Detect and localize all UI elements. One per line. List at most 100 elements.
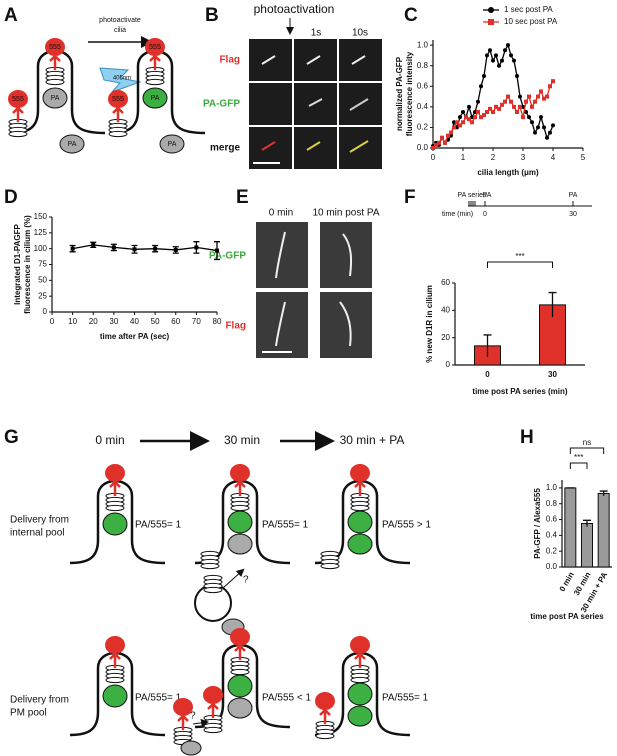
marker — [500, 102, 504, 107]
shape — [275, 231, 286, 279]
marker — [111, 245, 116, 250]
row-label: internal pool — [10, 528, 64, 539]
protein-label: PA — [151, 95, 160, 102]
marker — [443, 140, 447, 145]
bar — [581, 523, 593, 568]
shape — [306, 141, 321, 151]
shape — [320, 222, 372, 288]
error-bar — [548, 291, 557, 318]
x-axis-label: cilia length (μm) — [477, 168, 539, 177]
panel-label: H — [520, 427, 534, 448]
y-tick-label: 100 — [34, 244, 48, 253]
y-tick-label: 0.4 — [546, 530, 558, 539]
x-tick-label: 3 — [521, 153, 526, 162]
shape — [201, 684, 225, 720]
marker — [497, 63, 501, 68]
marker — [194, 245, 199, 250]
x-tick-label: 0 — [50, 317, 55, 326]
y-tick-label: 0.4 — [417, 102, 429, 111]
shape — [306, 55, 321, 65]
significance-bracket — [569, 462, 588, 469]
y-tick-label: 125 — [34, 228, 48, 237]
panel-label: G — [4, 427, 19, 448]
ratio: PA/555= 1 — [262, 520, 309, 531]
marker — [91, 242, 96, 247]
marker — [518, 104, 522, 109]
x-tick-label: 20 — [89, 317, 98, 326]
marker — [482, 113, 486, 118]
shape — [103, 462, 127, 498]
legend-label: 10 sec post PA — [504, 17, 558, 26]
marker — [500, 58, 504, 63]
shape — [203, 574, 223, 594]
marker — [132, 247, 137, 252]
shape — [103, 634, 127, 670]
dye — [43, 36, 67, 72]
ratio: PA/555 < 1 — [262, 693, 311, 704]
marker — [446, 133, 450, 138]
protein — [42, 87, 68, 109]
ratio: PA/555= 1 — [382, 693, 429, 704]
row-label: Flag — [225, 321, 246, 332]
cilium-diagram — [68, 462, 167, 565]
column-label: 0 min — [269, 208, 293, 219]
timeline-axis-label: time (min) — [442, 211, 473, 218]
shape — [102, 684, 128, 708]
marker — [485, 53, 489, 58]
panel-label: B — [205, 5, 219, 26]
marker — [518, 94, 522, 99]
marker — [512, 104, 516, 109]
marker — [440, 135, 444, 140]
marker — [494, 53, 498, 58]
timeline-label: PA — [483, 192, 492, 199]
laser-label: 405nm — [113, 76, 131, 82]
marker — [458, 115, 462, 120]
row-label: PA-GFP — [209, 251, 246, 262]
question: ? — [243, 575, 249, 586]
shape — [294, 39, 337, 81]
x-tick-label: 4 — [551, 153, 556, 162]
shape — [192, 718, 209, 727]
error-bar — [483, 334, 492, 357]
ratio: PA/555 > 1 — [382, 520, 431, 531]
y-tick-label: 0.6 — [417, 81, 429, 90]
shape — [227, 697, 253, 719]
shape — [227, 510, 253, 534]
y-tick-label: 1.0 — [546, 483, 558, 492]
y-tick-label: 75 — [38, 260, 47, 269]
marker — [70, 246, 75, 251]
marker — [494, 104, 498, 109]
x-tick-label: 30 — [548, 370, 557, 379]
timeline-label: PA — [569, 192, 578, 199]
marker — [530, 120, 534, 125]
micrographs — [256, 222, 372, 358]
x-tick-label: 5 — [581, 153, 586, 162]
shape — [228, 626, 252, 662]
protein — [159, 134, 185, 154]
marker — [506, 94, 510, 99]
marker — [455, 120, 459, 125]
timeline-tick: 30 — [569, 211, 577, 218]
shape — [261, 141, 276, 151]
laser-bolt — [99, 67, 142, 93]
cilium-diagram — [313, 462, 412, 570]
shape — [228, 462, 252, 498]
marker — [512, 58, 516, 63]
marker — [470, 120, 474, 125]
protein — [142, 87, 168, 109]
marker — [515, 110, 519, 114]
marker — [485, 110, 489, 114]
marker — [524, 99, 528, 104]
column-label: 10 min post PA — [312, 208, 379, 219]
x-tick-label: 60 — [171, 317, 180, 326]
shape — [200, 550, 220, 570]
shape — [180, 740, 202, 756]
shape — [347, 510, 373, 534]
x-tick-label: 0 — [485, 370, 490, 379]
y-tick-label: 0.0 — [417, 143, 429, 152]
bar — [597, 492, 610, 568]
x-axis-label: time after PA (sec) — [100, 332, 170, 341]
x-tick-label: 0 — [431, 153, 436, 162]
shape — [320, 550, 340, 570]
